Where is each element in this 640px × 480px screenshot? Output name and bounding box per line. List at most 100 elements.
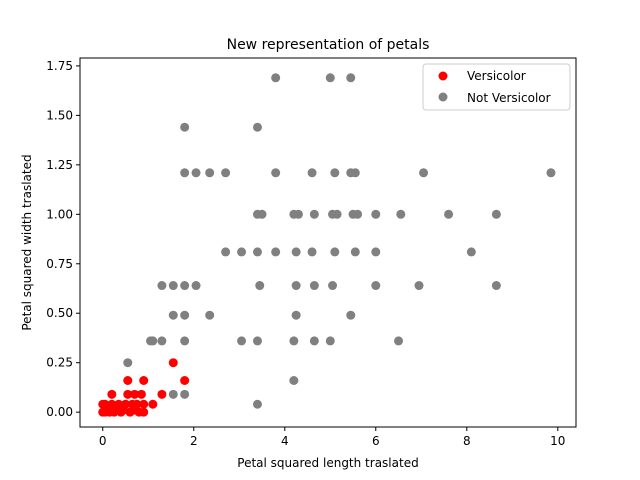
point-not-versicolor-66	[289, 376, 299, 385]
point-versicolor-28	[168, 358, 178, 368]
point-not-versicolor-34	[307, 247, 317, 257]
point-not-versicolor-31	[252, 247, 262, 257]
point-not-versicolor-28	[491, 209, 501, 219]
point-not-versicolor-62	[309, 336, 319, 346]
point-not-versicolor-15	[546, 168, 556, 178]
point-not-versicolor-57	[157, 336, 167, 346]
x-tick-label-1: 2	[190, 434, 198, 448]
point-not-versicolor-26	[396, 209, 406, 219]
point-not-versicolor-17	[257, 209, 267, 219]
point-not-versicolor-9	[271, 168, 281, 178]
point-not-versicolor-65	[123, 358, 133, 368]
point-not-versicolor-53	[291, 310, 301, 320]
point-not-versicolor-4	[252, 122, 262, 132]
point-not-versicolor-64	[394, 336, 404, 346]
legend-marker-not-versicolor	[438, 92, 448, 102]
point-not-versicolor-58	[180, 336, 190, 346]
point-not-versicolor-22	[332, 209, 342, 219]
point-versicolor-27	[157, 389, 167, 399]
points-layer	[98, 73, 556, 417]
x-tick-label-0: 0	[99, 434, 107, 448]
x-tick-label-4: 8	[463, 434, 471, 448]
y-tick-label-5: 1.25	[46, 158, 73, 172]
point-not-versicolor-69	[252, 399, 262, 409]
y-axis-title: Petal squared width traslated	[20, 154, 34, 330]
point-not-versicolor-67	[168, 389, 178, 399]
legend-label-versicolor: Versicolor	[467, 69, 526, 83]
y-tick-label-2: 0.50	[46, 306, 73, 320]
point-versicolor-20	[132, 399, 142, 409]
point-not-versicolor-46	[328, 281, 338, 291]
point-not-versicolor-47	[371, 281, 381, 291]
point-versicolor-13	[121, 399, 130, 409]
point-versicolor-24	[139, 399, 149, 409]
legend-box	[422, 63, 571, 111]
point-not-versicolor-6	[191, 168, 201, 178]
x-axis-ticks: 0 2 4 6 8 10	[99, 427, 565, 448]
point-not-versicolor-50	[168, 310, 178, 320]
point-versicolor-23	[139, 376, 149, 385]
point-versicolor-15	[123, 376, 133, 385]
x-tick-label-3: 6	[372, 434, 380, 448]
point-not-versicolor-33	[291, 247, 301, 257]
y-tick-label-6: 1.50	[46, 108, 73, 122]
point-not-versicolor-41	[180, 281, 190, 291]
point-not-versicolor-10	[307, 168, 317, 178]
point-not-versicolor-37	[371, 247, 381, 257]
plot-frame	[79, 57, 577, 428]
point-not-versicolor-5	[180, 168, 190, 178]
point-not-versicolor-2	[346, 73, 356, 83]
point-not-versicolor-19	[293, 209, 303, 219]
point-versicolor-29	[180, 376, 190, 385]
point-not-versicolor-11	[330, 168, 340, 178]
point-not-versicolor-44	[291, 281, 301, 291]
point-not-versicolor-38	[466, 247, 476, 257]
point-not-versicolor-7	[205, 168, 215, 178]
point-not-versicolor-20	[309, 209, 319, 219]
point-not-versicolor-8	[221, 168, 231, 178]
x-tick-label-2: 4	[281, 434, 289, 448]
legend-label-not-versicolor: Not Versicolor	[467, 91, 551, 105]
point-not-versicolor-68	[180, 389, 190, 399]
point-not-versicolor-0	[271, 73, 281, 83]
plot-area	[80, 58, 576, 427]
point-not-versicolor-56	[148, 336, 158, 346]
point-not-versicolor-24	[353, 209, 363, 219]
point-versicolor-19	[130, 389, 140, 399]
y-tick-label-7: 1.75	[46, 59, 73, 73]
point-not-versicolor-60	[252, 336, 262, 346]
point-not-versicolor-14	[419, 168, 429, 178]
point-not-versicolor-52	[205, 310, 215, 320]
point-versicolor-26	[148, 399, 158, 409]
point-not-versicolor-40	[168, 281, 178, 291]
point-not-versicolor-39	[157, 281, 167, 291]
x-tick-label-5: 10	[550, 434, 565, 448]
point-not-versicolor-49	[491, 281, 501, 291]
point-not-versicolor-29	[221, 247, 231, 257]
legend: Versicolor Not Versicolor	[422, 63, 571, 111]
point-not-versicolor-13	[350, 168, 360, 178]
point-not-versicolor-51	[180, 310, 190, 320]
point-not-versicolor-3	[180, 122, 190, 132]
chart-title: New representation of petals	[227, 37, 430, 53]
point-not-versicolor-30	[237, 247, 247, 257]
point-not-versicolor-35	[330, 247, 340, 257]
x-axis-title: Petal squared length traslated	[237, 456, 418, 470]
point-not-versicolor-27	[444, 209, 454, 219]
point-versicolor-7	[107, 389, 117, 399]
point-not-versicolor-45	[309, 281, 319, 291]
y-tick-label-1: 0.25	[46, 356, 73, 370]
point-versicolor-14	[123, 389, 133, 399]
point-versicolor-25	[139, 407, 149, 417]
point-not-versicolor-48	[414, 281, 424, 291]
point-not-versicolor-61	[289, 336, 299, 346]
point-not-versicolor-63	[325, 336, 335, 346]
point-versicolor-22	[136, 389, 146, 399]
point-not-versicolor-59	[237, 336, 247, 346]
point-not-versicolor-54	[346, 310, 356, 320]
y-tick-label-0: 0.00	[46, 405, 73, 419]
point-not-versicolor-32	[271, 247, 281, 257]
y-axis-ticks: 0.00 0.25 0.50 0.75 1.00 1.25 1.50 1.75	[46, 59, 80, 419]
point-not-versicolor-43	[255, 281, 265, 291]
